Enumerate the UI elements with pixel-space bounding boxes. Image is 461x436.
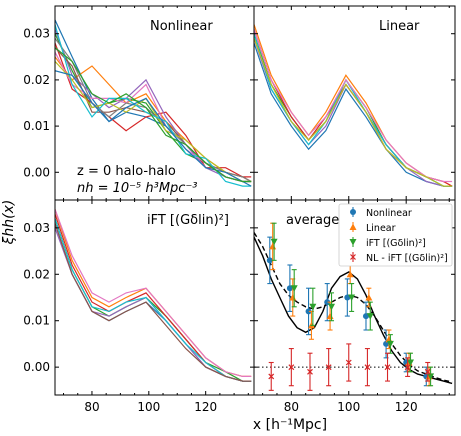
x-tick-label: 100 <box>137 400 160 414</box>
legend-label: NL - iFT [(Gδlin)²] <box>366 253 448 264</box>
x-tick-label: 80 <box>84 400 99 414</box>
y-tick-label: 0.01 <box>23 314 50 328</box>
series-line-1 <box>55 223 252 382</box>
data-point <box>383 340 390 347</box>
solid-curve <box>254 236 453 385</box>
data-point <box>268 373 275 380</box>
series-line-7 <box>55 209 252 377</box>
data-point <box>404 364 411 371</box>
data-point <box>344 294 351 301</box>
legend-marker <box>350 209 356 215</box>
series-line-3 <box>55 218 252 382</box>
data-point <box>364 364 371 371</box>
legend-label: iFT [(Gδlin)²] <box>366 238 426 249</box>
panel-title: average <box>286 213 339 228</box>
x-tick-label: 100 <box>337 400 360 414</box>
x-tick-label: 120 <box>194 400 217 414</box>
panel-3: 80 100 120 0.00 0.01 0.02 0.03 iFT [(Gδlin)²] <box>23 199 255 414</box>
annotation-line-1: z = 0 halo-halo <box>77 164 176 179</box>
legend-frame <box>338 203 453 267</box>
data-point <box>362 313 369 320</box>
y-tick-label: 0.03 <box>23 221 50 235</box>
legend-marker <box>349 239 357 246</box>
series-line-10 <box>55 24 252 187</box>
plot-area <box>55 209 252 382</box>
legend: Nonlinear Linear iFT [(Gδlin)²] NL - iFT [(… <box>338 203 453 267</box>
data-point <box>366 313 374 320</box>
series-line-6 <box>254 33 453 187</box>
legend-marker <box>349 223 357 230</box>
data-point <box>305 308 312 315</box>
data-point <box>345 359 352 366</box>
series-line-11 <box>55 70 252 187</box>
data-point <box>365 294 373 301</box>
data-point <box>424 368 431 375</box>
series-line-5 <box>254 38 453 187</box>
series-line-1 <box>254 42 453 187</box>
y-axis-label: ξhh(x) <box>1 200 17 246</box>
series-line-8 <box>55 223 252 382</box>
data-point <box>348 294 356 301</box>
y-tick-label: 0.02 <box>23 267 50 281</box>
data-point <box>346 270 354 278</box>
data-point <box>328 303 336 311</box>
panel-title: iFT [(Gδlin)²] <box>147 213 229 228</box>
series-line-6 <box>55 218 252 382</box>
data-point <box>286 285 293 292</box>
data-point <box>288 364 295 371</box>
annotation-line-2: nh = 10⁻⁵ h³Mpc⁻³ <box>77 181 198 196</box>
data-point <box>307 368 313 375</box>
x-axis-label: x [h⁻¹Mpc] <box>253 417 327 433</box>
data-point <box>384 364 391 371</box>
plot-area <box>254 222 455 391</box>
series-line-7 <box>254 28 453 183</box>
plot-area <box>254 24 453 187</box>
y-tick-label: 0.00 <box>23 360 50 374</box>
panel-2: Linear <box>253 5 456 201</box>
data-point <box>386 340 394 348</box>
y-tick-label: 0.00 <box>23 165 50 179</box>
panel-4: 80 100 120 average Nonlinear Linear iFT [(Gδli… <box>253 199 456 414</box>
data-point <box>427 373 435 380</box>
data-point <box>406 359 414 366</box>
series-line-8 <box>254 38 453 187</box>
data-point <box>270 238 278 246</box>
y-tick-label: 0.02 <box>23 73 50 87</box>
data-point <box>325 364 332 371</box>
legend-marker <box>350 254 356 260</box>
y-tick-label: 0.01 <box>23 119 50 133</box>
panel-title: Nonlinear <box>150 19 213 34</box>
series-line-2 <box>55 56 252 183</box>
y-tick-label: 0.03 <box>23 27 50 41</box>
plot-area <box>55 19 252 187</box>
data-point <box>266 257 273 264</box>
data-point <box>324 299 331 306</box>
legend-label: Nonlinear <box>366 208 412 219</box>
legend-label: Linear <box>366 223 396 234</box>
data-point <box>309 303 317 311</box>
axes-frame <box>253 199 456 396</box>
series-line-12 <box>55 47 252 183</box>
panel-title: Linear <box>379 19 420 34</box>
x-tick-label: 80 <box>284 400 299 414</box>
data-point <box>290 285 298 292</box>
x-tick-label: 120 <box>395 400 418 414</box>
